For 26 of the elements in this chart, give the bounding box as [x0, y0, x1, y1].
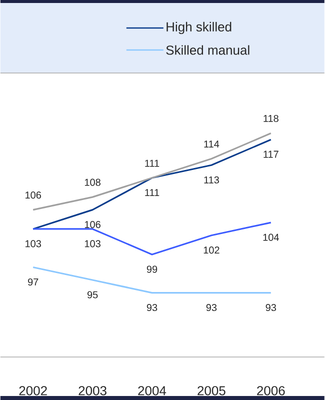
data-label: 99 [147, 266, 158, 273]
data-label: 93 [206, 304, 217, 312]
data-label: 113 [204, 176, 220, 184]
data-label: 95 [88, 291, 98, 298]
data-label: 117 [264, 150, 278, 158]
x-tick-label: 2006 [257, 386, 285, 396]
x-tick-label: 2004 [138, 386, 166, 396]
data-label: 114 [204, 140, 220, 148]
data-label: 97 [28, 278, 38, 286]
data-label: 93 [147, 304, 158, 312]
x-tick-label: 2005 [198, 386, 226, 396]
x-tick-label: 2002 [19, 386, 47, 396]
data-label: 118 [264, 114, 279, 122]
data-label: 102 [204, 246, 220, 254]
legend-label: Skilled manual [166, 45, 250, 55]
data-label: 103 [26, 240, 42, 248]
data-label: 103 [85, 240, 101, 248]
data-label: 111 [145, 160, 160, 167]
data-label: 108 [85, 178, 101, 186]
x-tick-label: 2003 [78, 386, 107, 396]
data-label: 106 [85, 221, 101, 228]
legend-label: High skilled [166, 22, 232, 34]
data-label: 111 [145, 189, 160, 196]
data-label: 106 [26, 192, 42, 199]
data-label: 104 [263, 234, 280, 241]
data-label: 93 [266, 304, 276, 312]
